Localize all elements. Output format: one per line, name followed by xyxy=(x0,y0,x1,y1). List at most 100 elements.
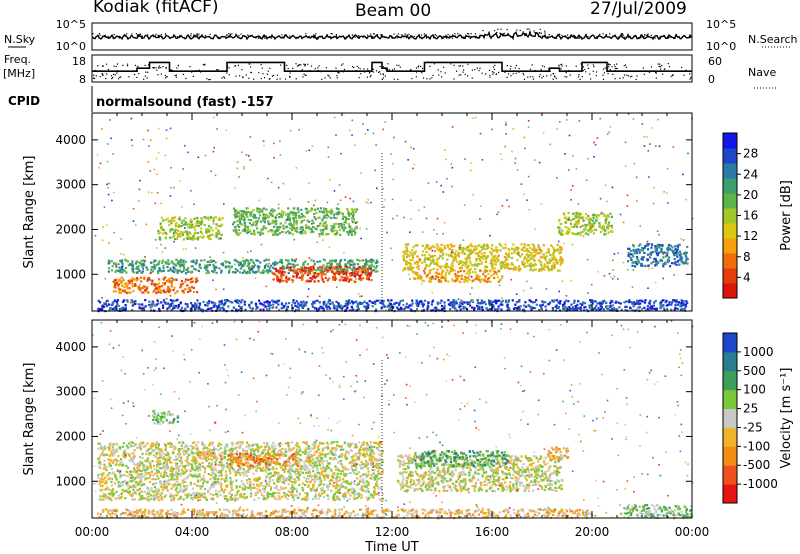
power-echo-cell xyxy=(646,242,649,246)
power-echo-cell xyxy=(356,258,359,261)
power-echo-cell xyxy=(208,263,211,266)
power-scatter-cell xyxy=(156,192,159,194)
power-echo-cell xyxy=(218,267,221,270)
power-echo-cell xyxy=(580,308,583,311)
power-echo-cell xyxy=(442,276,445,279)
power-echo-cell xyxy=(185,303,188,306)
power-echo-cell xyxy=(347,212,350,215)
power-echo-cell xyxy=(329,268,332,272)
power-echo-cell xyxy=(348,302,351,305)
power-echo-cell xyxy=(600,305,603,308)
power-echo-cell xyxy=(592,216,595,220)
power-echo-cell xyxy=(257,268,260,272)
power-echo-cell xyxy=(330,262,333,265)
power-echo-cell xyxy=(312,222,315,225)
power-echo-cell xyxy=(269,269,272,272)
power-echo-cell xyxy=(492,273,495,276)
power-echo-cell xyxy=(273,232,276,235)
power-echo-cell xyxy=(97,299,100,302)
power-echo-cell xyxy=(517,268,520,271)
power-echo-cell xyxy=(454,279,457,282)
power-echo-cell xyxy=(195,268,198,271)
power-scatter-cell xyxy=(404,140,407,143)
power-echo-cell xyxy=(548,261,551,264)
nave-point xyxy=(321,78,323,80)
power-echo-cell xyxy=(559,256,562,259)
power-echo-cell xyxy=(345,308,348,311)
power-scatter-cell xyxy=(391,217,394,220)
power-echo-cell xyxy=(324,269,327,272)
power-echo-cell xyxy=(469,267,472,270)
power-echo-cell xyxy=(271,222,274,225)
power-echo-cell xyxy=(476,274,479,277)
noise-search-point xyxy=(654,37,656,39)
power-scatter-cell xyxy=(293,226,296,228)
noise-search-point xyxy=(127,37,129,39)
power-echo-cell xyxy=(591,302,594,305)
power-echo-cell xyxy=(664,261,667,264)
power-echo-cell xyxy=(119,271,122,274)
power-echo-cell xyxy=(505,262,508,265)
noise-search-point xyxy=(393,33,395,35)
power-echo-cell xyxy=(611,304,614,307)
power-echo-cell xyxy=(248,222,251,225)
nave-point xyxy=(396,64,398,66)
power-scatter-cell xyxy=(223,203,225,205)
power-echo-cell xyxy=(623,301,626,304)
power-echo-cell xyxy=(346,265,349,268)
power-echo-cell xyxy=(493,308,497,311)
power-echo-cell xyxy=(564,217,568,220)
power-echo-cell xyxy=(207,216,210,219)
power-echo-cell xyxy=(531,243,534,246)
power-echo-cell xyxy=(269,229,272,232)
power-echo-cell xyxy=(177,305,180,308)
power-echo-cell xyxy=(329,307,332,310)
nave-point xyxy=(614,68,616,70)
power-echo-cell xyxy=(556,307,559,310)
power-echo-cell xyxy=(563,216,566,219)
power-echo-cell xyxy=(105,305,109,308)
power-echo-cell xyxy=(347,217,350,220)
power-echo-cell xyxy=(656,245,659,248)
power-echo-cell xyxy=(342,229,345,232)
power-echo-cell xyxy=(318,233,321,236)
power-echo-cell xyxy=(235,233,238,236)
noise-search-point xyxy=(315,33,317,35)
power-echo-cell xyxy=(210,226,213,229)
power-scatter-cell xyxy=(472,193,475,196)
power-scatter-cell xyxy=(530,287,533,289)
power-echo-cell xyxy=(638,299,641,302)
power-echo-cell xyxy=(196,221,199,224)
power-echo-cell xyxy=(478,257,481,261)
noise-search-point xyxy=(544,32,546,34)
power-echo-cell xyxy=(556,243,559,246)
noise-search-point xyxy=(669,36,671,38)
power-scatter-cell xyxy=(147,191,150,193)
power-echo-cell xyxy=(238,299,241,302)
power-echo-cell xyxy=(253,229,256,232)
velocity-echo-cell xyxy=(214,467,217,470)
power-echo-cell xyxy=(675,299,678,302)
power-echo-cell xyxy=(369,272,373,275)
power-echo-cell xyxy=(508,256,511,259)
power-echo-cell xyxy=(575,220,578,223)
power-echo-cell xyxy=(649,299,652,302)
power-echo-cell xyxy=(107,270,110,273)
power-echo-cell xyxy=(492,300,495,303)
power-echo-cell xyxy=(440,255,443,258)
nave-point xyxy=(369,71,371,74)
power-echo-cell xyxy=(278,225,281,228)
power-echo-cell xyxy=(641,256,644,259)
noise-search-point xyxy=(204,35,207,37)
power-echo-cell xyxy=(256,219,259,222)
power-echo-cell xyxy=(436,247,439,250)
power-echo-cell xyxy=(480,302,483,305)
power-scatter-cell xyxy=(470,276,473,278)
nave-point xyxy=(496,73,498,75)
power-echo-cell xyxy=(177,260,180,263)
nave-point xyxy=(481,72,483,74)
power-echo-cell xyxy=(357,266,360,269)
power-echo-cell xyxy=(235,301,238,304)
power-echo-cell xyxy=(427,301,430,305)
power-echo-cell xyxy=(277,269,280,272)
